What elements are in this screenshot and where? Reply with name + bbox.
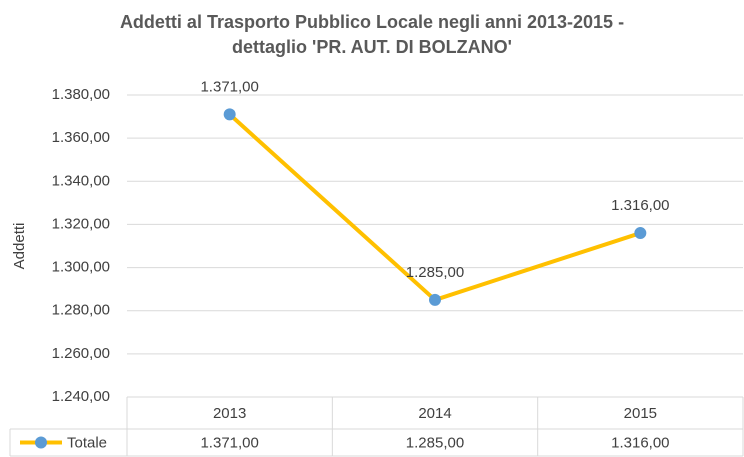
table-value: 1.285,00 xyxy=(406,434,464,451)
x-tick-label: 2013 xyxy=(213,405,246,422)
data-label: 1.316,00 xyxy=(611,197,669,214)
table-value: 1.371,00 xyxy=(200,434,258,451)
x-tick-label: 2015 xyxy=(624,405,657,422)
x-tick-label: 2014 xyxy=(418,405,451,422)
y-tick-label: 1.300,00 xyxy=(52,259,110,276)
legend-marker xyxy=(35,436,47,449)
chart-title: Addetti al Trasporto Pubblico Locale neg… xyxy=(120,12,624,32)
y-tick-label: 1.240,00 xyxy=(52,388,110,405)
chart-title: dettaglio 'PR. AUT. DI BOLZANO' xyxy=(232,37,512,57)
y-axis-label: Addetti xyxy=(11,223,28,270)
y-tick-label: 1.340,00 xyxy=(52,172,110,189)
point xyxy=(429,293,441,306)
point xyxy=(223,108,236,121)
table-value: 1.316,00 xyxy=(611,434,669,451)
data-label: 1.371,00 xyxy=(200,78,258,95)
y-tick-label: 1.380,00 xyxy=(52,86,110,103)
point xyxy=(634,227,647,240)
y-tick-label: 1.280,00 xyxy=(52,302,110,319)
y-tick-label: 1.260,00 xyxy=(52,345,110,362)
legend-label: Totale xyxy=(67,434,107,451)
data-label: 1.285,00 xyxy=(406,264,464,281)
y-tick-label: 1.360,00 xyxy=(52,129,110,146)
y-tick-label: 1.320,00 xyxy=(52,215,110,232)
